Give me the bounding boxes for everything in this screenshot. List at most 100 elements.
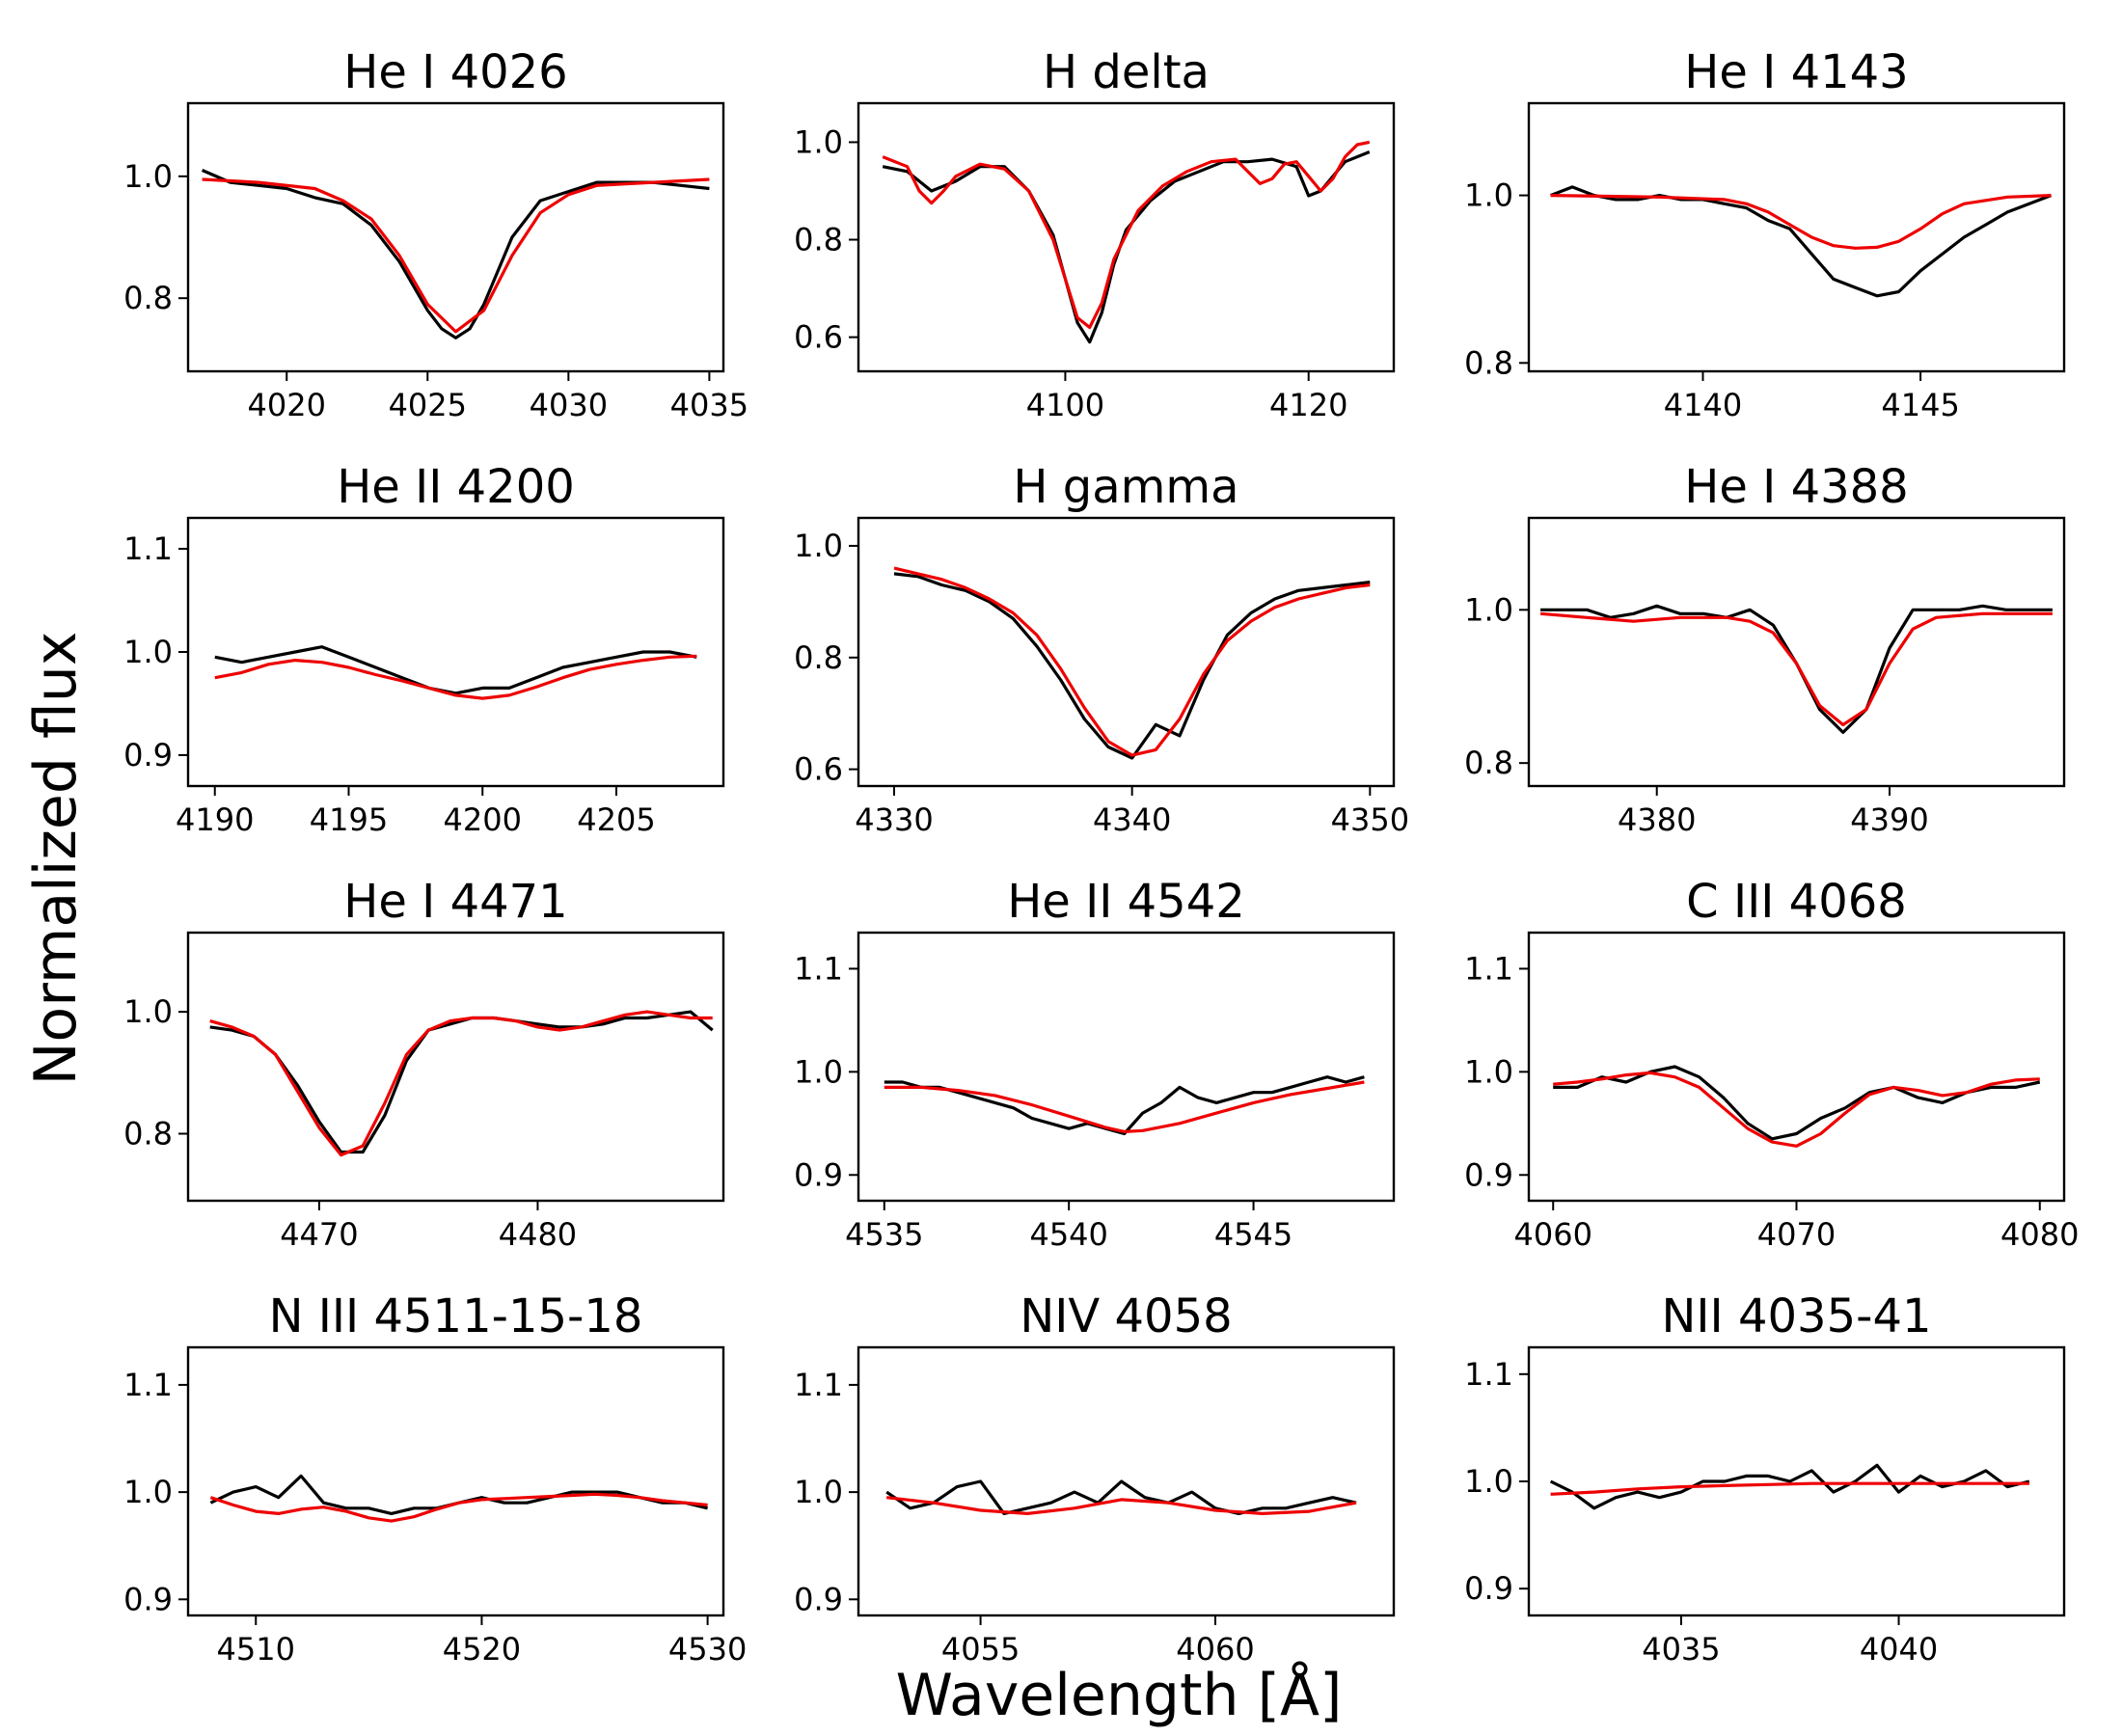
model-line <box>1550 194 2052 250</box>
panel-title: C III 4068 <box>1686 875 1907 929</box>
panel-12: 4035 4040 0.9 1.0 1.1 NII 4035-41 <box>1464 1289 2066 1668</box>
x-tick-label: 4120 <box>1269 387 1347 423</box>
model-line <box>886 1496 1357 1515</box>
y-tick-label: 1.1 <box>123 530 173 567</box>
x-tick-label: 4020 <box>248 387 326 423</box>
x-tick-label: 4140 <box>1664 387 1742 423</box>
panel-1: 4020 4025 4030 4035 0.8 1.0 He I 4026 <box>123 45 748 423</box>
x-tick-label: 4030 <box>530 387 608 423</box>
observed-line <box>209 1010 714 1154</box>
panel-7: 4470 4480 0.8 1.0 He I 4471 <box>123 875 725 1253</box>
x-tick-label: 4035 <box>670 387 748 423</box>
panel-2: 4100 4120 0.6 0.8 1.0 H delta <box>794 45 1396 423</box>
y-tick-label: 1.1 <box>794 950 843 987</box>
panel-title: N III 4511-15-18 <box>269 1289 643 1343</box>
x-tick-label: 4080 <box>2000 1216 2079 1253</box>
y-tick-label: 0.9 <box>1464 1570 1513 1607</box>
observed-line <box>882 150 1371 344</box>
observed-line <box>201 169 710 339</box>
y-tick-label: 1.0 <box>123 634 173 670</box>
y-tick-label: 0.9 <box>123 1581 173 1617</box>
x-tick-label: 4055 <box>941 1631 1020 1668</box>
model-line <box>209 1010 713 1157</box>
panel-title: NIV 4058 <box>1020 1289 1232 1343</box>
model-line <box>202 177 710 334</box>
y-tick-label: 1.1 <box>123 1367 173 1403</box>
x-tick-label: 4535 <box>845 1216 923 1253</box>
x-tick-label: 4190 <box>176 801 254 838</box>
x-tick-label: 4060 <box>1514 1216 1592 1253</box>
y-tick-label: 1.1 <box>1464 1356 1513 1393</box>
x-tick-label: 4035 <box>1642 1631 1720 1668</box>
y-tick-label: 0.8 <box>123 1116 173 1153</box>
x-tick-label: 4060 <box>1176 1631 1254 1668</box>
observed-line <box>1540 604 2053 734</box>
axes-frame <box>1527 516 2066 788</box>
axes-frame <box>1527 1345 2066 1617</box>
observed-line <box>893 572 1371 760</box>
observed-line <box>884 1075 1365 1136</box>
y-tick-label: 0.9 <box>794 1156 843 1193</box>
panel-4: 4190 4195 4200 4205 0.9 1.0 1.1 He II 4200 <box>123 460 725 838</box>
panel-10: 4510 4520 4530 0.9 1.0 1.1 N III 4511-15-18 <box>123 1289 747 1668</box>
y-tick-label: 0.8 <box>1464 745 1513 781</box>
y-tick-label: 0.8 <box>794 639 843 676</box>
panel-title: He I 4471 <box>343 875 567 929</box>
y-tick-label: 1.0 <box>1464 1463 1513 1500</box>
y-axis-label: Normalized flux <box>22 632 90 1086</box>
y-tick-label: 1.0 <box>1464 591 1513 628</box>
panel-title: He I 4388 <box>1684 460 1908 514</box>
y-tick-label: 0.8 <box>794 222 843 258</box>
x-tick-label: 4540 <box>1029 1216 1107 1253</box>
y-tick-label: 1.0 <box>123 1474 173 1510</box>
x-tick-label: 4205 <box>577 801 655 838</box>
panel-title: NII 4035-41 <box>1661 1289 1931 1343</box>
y-tick-label: 0.9 <box>1464 1156 1513 1193</box>
x-tick-label: 4390 <box>1850 801 1928 838</box>
y-tick-label: 0.6 <box>794 319 843 356</box>
y-tick-label: 0.9 <box>794 1581 843 1617</box>
model-line <box>884 1080 1365 1133</box>
panel-title: He II 4542 <box>1007 875 1245 929</box>
y-tick-label: 1.0 <box>123 993 173 1030</box>
observed-line <box>209 1474 708 1515</box>
panel-title: H delta <box>1043 45 1210 99</box>
model-line <box>1539 611 2053 727</box>
observed-line <box>1553 1065 2041 1141</box>
x-axis-label: Wavelength [Å] <box>896 1661 1343 1729</box>
x-tick-label: 4510 <box>217 1631 295 1668</box>
axes-frame <box>857 516 1396 788</box>
x-tick-label: 4070 <box>1757 1216 1836 1253</box>
model-line <box>214 654 697 700</box>
model-line <box>209 1492 708 1523</box>
panel-title: He II 4200 <box>337 460 575 514</box>
y-tick-label: 1.0 <box>1464 177 1513 214</box>
model-line <box>1553 1071 2040 1148</box>
y-tick-label: 1.1 <box>794 1367 843 1403</box>
x-tick-label: 4145 <box>1881 387 1959 423</box>
x-tick-label: 4340 <box>1093 801 1171 838</box>
panel-title: He I 4143 <box>1684 45 1908 99</box>
y-tick-label: 0.6 <box>794 751 843 788</box>
y-tick-label: 0.8 <box>123 280 173 316</box>
y-tick-label: 0.9 <box>123 737 173 773</box>
model-line <box>1550 1481 2029 1496</box>
model-line <box>882 140 1371 330</box>
axes-frame <box>186 1345 725 1617</box>
panel-3: 4140 4145 0.8 1.0 He I 4143 <box>1464 45 2066 423</box>
observed-line <box>1550 185 2053 298</box>
panel-5: 4330 4340 4350 0.6 0.8 1.0 H gamma <box>794 460 1409 838</box>
axes-frame <box>857 931 1396 1203</box>
panel-11: 4055 4060 0.9 1.0 1.1 NIV 4058 <box>794 1289 1396 1668</box>
x-tick-label: 4480 <box>499 1216 577 1253</box>
x-tick-label: 4520 <box>443 1631 521 1668</box>
panel-title: He I 4026 <box>343 45 567 99</box>
observed-line <box>1549 1463 2030 1510</box>
x-tick-label: 4195 <box>310 801 388 838</box>
x-tick-label: 4545 <box>1214 1216 1292 1253</box>
x-tick-label: 4380 <box>1618 801 1696 838</box>
axes-frame <box>186 931 725 1203</box>
panel-8: 4535 4540 4545 0.9 1.0 1.1 He II 4542 <box>794 875 1396 1253</box>
axes-frame <box>857 1345 1396 1617</box>
